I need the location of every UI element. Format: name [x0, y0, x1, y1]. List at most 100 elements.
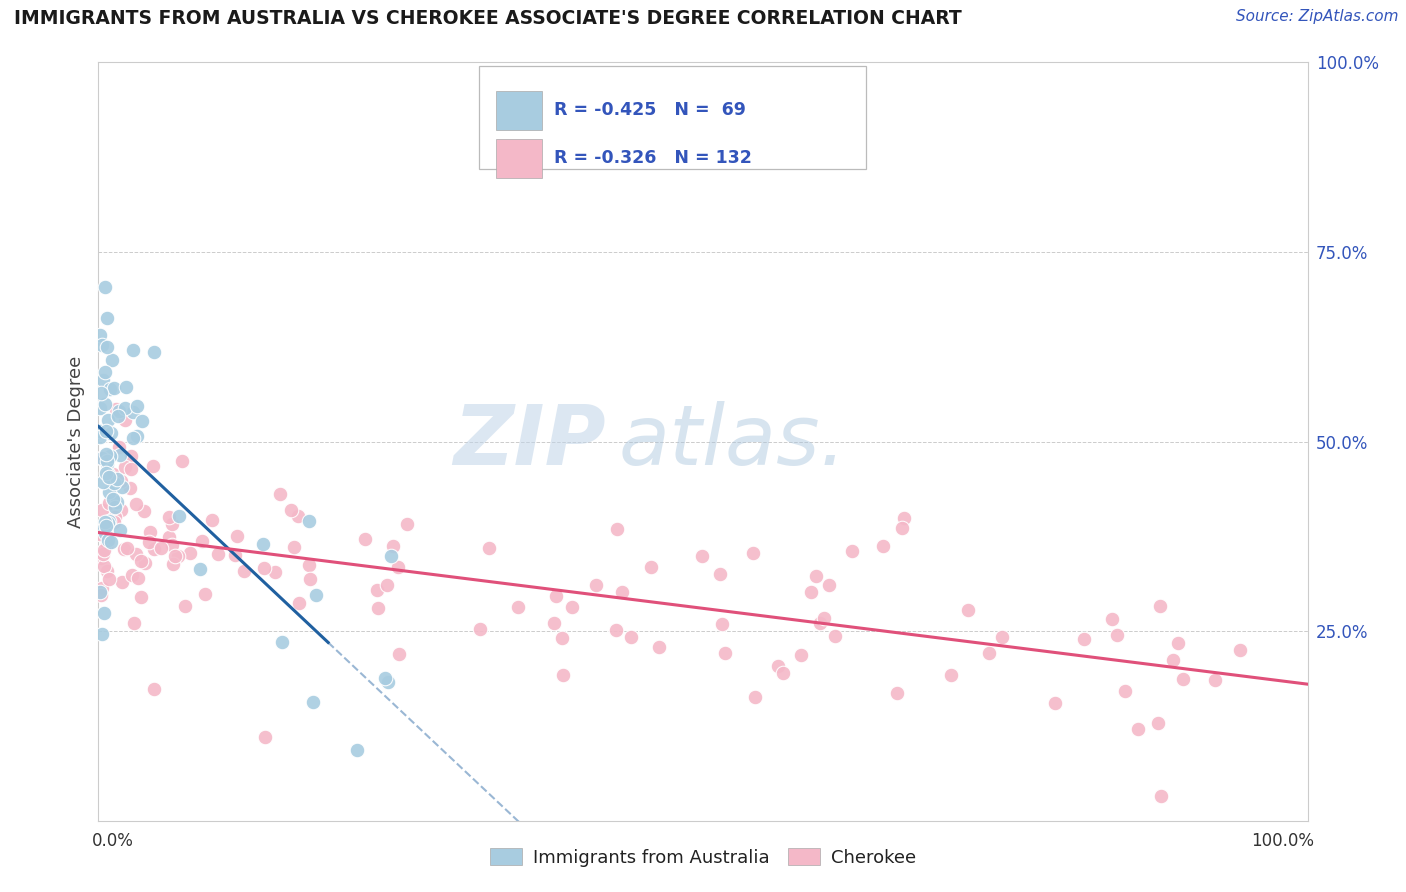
Point [1163, 652, 1185, 666]
Point [543, 615, 565, 630]
Point [478, 541, 501, 555]
Point [143, 682, 166, 697]
Point [138, 534, 160, 549]
Point [194, 587, 217, 601]
Point [561, 599, 583, 614]
Point [387, 560, 409, 574]
Point [396, 517, 419, 532]
Point [97, 572, 120, 586]
Point [280, 503, 302, 517]
Point [157, 530, 180, 544]
Point [824, 629, 846, 643]
Point [94, 280, 117, 294]
Point [207, 548, 229, 562]
Legend: Immigrants from Australia, Cherokee: Immigrants from Australia, Cherokee [482, 841, 924, 874]
Point [991, 630, 1014, 644]
Point [813, 611, 835, 625]
Point [96, 536, 118, 550]
Point [104, 510, 127, 524]
Point [117, 541, 139, 556]
Point [98, 469, 121, 483]
Point [107, 404, 129, 418]
Point [121, 568, 143, 582]
Point [111, 574, 134, 589]
Point [127, 571, 149, 585]
Point [872, 539, 894, 553]
Point [110, 502, 132, 516]
Point [1171, 673, 1194, 687]
FancyBboxPatch shape [496, 138, 543, 178]
Point [640, 560, 662, 574]
Point [90, 450, 112, 465]
Point [89, 585, 111, 599]
Point [93, 396, 115, 410]
Point [1114, 683, 1136, 698]
Point [132, 504, 155, 518]
Point [104, 500, 127, 514]
Point [91, 475, 114, 489]
Point [98, 485, 121, 500]
Point [1045, 696, 1067, 710]
Point [96, 564, 118, 578]
Point [170, 454, 193, 468]
Point [94, 526, 117, 541]
Point [380, 549, 402, 564]
Point [269, 487, 291, 501]
Point [97, 412, 120, 426]
Point [162, 557, 184, 571]
Point [103, 476, 125, 491]
Point [91, 581, 114, 595]
Point [96, 340, 118, 354]
Point [111, 480, 134, 494]
Point [817, 578, 839, 592]
Point [101, 492, 124, 507]
Point [89, 527, 111, 541]
Point [105, 495, 128, 509]
Point [114, 459, 136, 474]
Point [377, 674, 399, 689]
Point [288, 596, 311, 610]
Point [299, 572, 322, 586]
Point [103, 515, 125, 529]
Point [93, 606, 115, 620]
Point [610, 585, 633, 599]
Point [287, 508, 309, 523]
Point [606, 522, 628, 536]
Point [1073, 632, 1095, 646]
Point [893, 511, 915, 525]
Point [709, 567, 731, 582]
Point [800, 585, 823, 599]
Point [98, 450, 121, 464]
Point [97, 515, 120, 529]
Point [90, 627, 112, 641]
Text: Source: ZipAtlas.com: Source: ZipAtlas.com [1236, 9, 1399, 24]
Point [142, 458, 165, 473]
Point [125, 497, 148, 511]
Text: atlas.: atlas. [619, 401, 846, 482]
Point [131, 414, 153, 428]
Point [956, 603, 979, 617]
Point [388, 647, 411, 661]
Point [98, 496, 121, 510]
Point [605, 623, 627, 637]
Point [97, 533, 120, 548]
Point [252, 560, 274, 574]
Text: 0.0%: 0.0% [93, 832, 134, 850]
Point [354, 532, 377, 546]
Point [808, 615, 831, 630]
Point [1105, 628, 1128, 642]
Point [108, 523, 131, 537]
Point [157, 510, 180, 524]
Point [1205, 673, 1227, 687]
Point [100, 534, 122, 549]
Point [100, 500, 122, 514]
Point [100, 352, 122, 367]
Point [94, 515, 117, 529]
FancyBboxPatch shape [496, 90, 543, 130]
Text: R = -0.425   N =  69: R = -0.425 N = 69 [554, 102, 747, 120]
Point [710, 616, 733, 631]
Point [1149, 599, 1171, 613]
Point [346, 743, 368, 757]
Point [191, 533, 214, 548]
Point [254, 731, 277, 745]
